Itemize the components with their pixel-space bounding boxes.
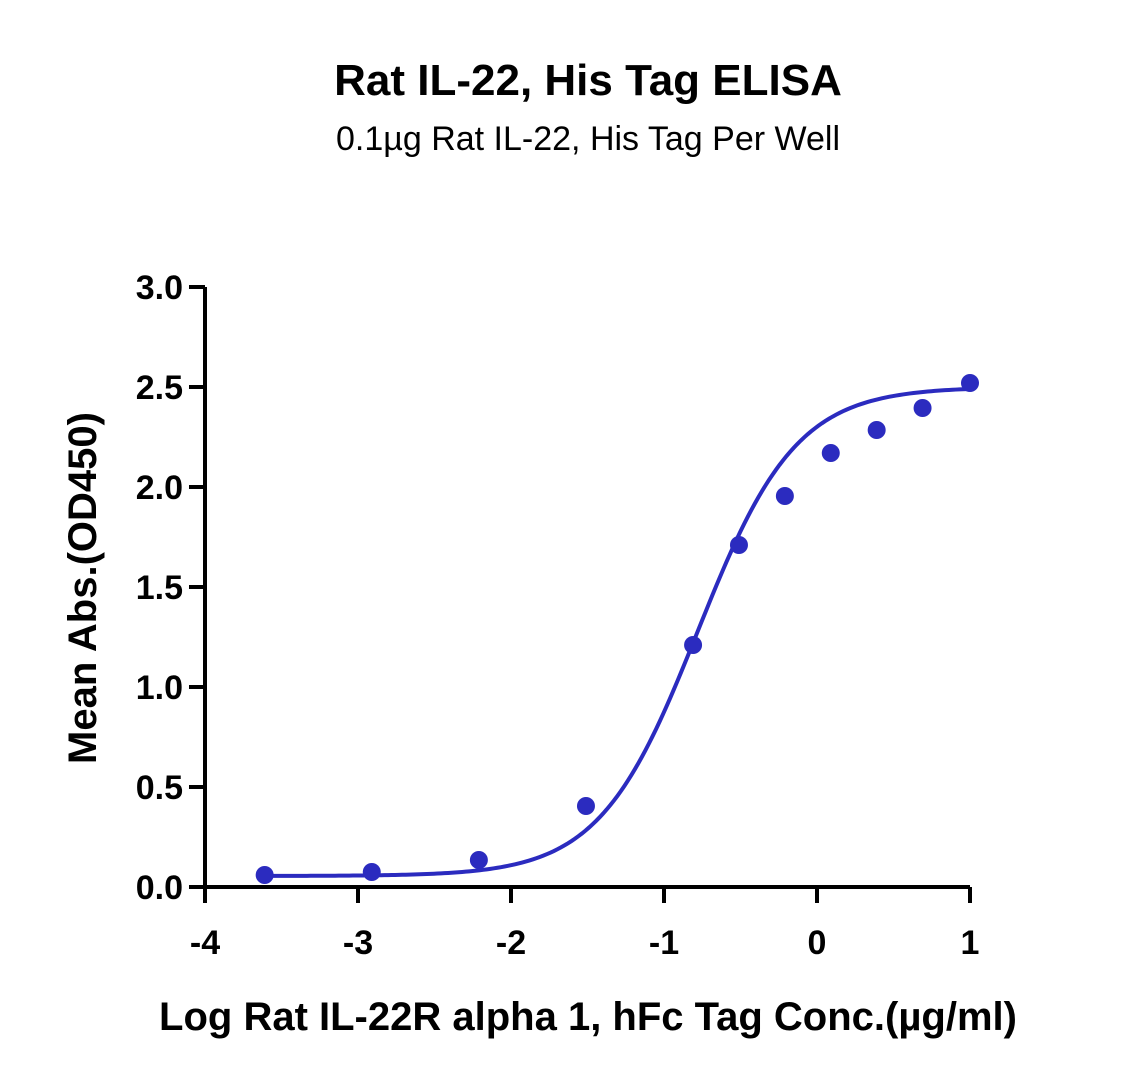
data-point xyxy=(576,797,595,815)
y-tick-label: 1.5 xyxy=(136,569,183,607)
data-point xyxy=(729,536,748,554)
x-tick-label: -3 xyxy=(343,924,373,962)
data-point xyxy=(775,487,794,505)
chart-subtitle: 0.1µg Rat IL-22, His Tag Per Well xyxy=(336,120,840,158)
x-tick-label: -1 xyxy=(649,924,679,962)
y-tick-label: 1.0 xyxy=(136,669,183,707)
y-tick-label: 2.5 xyxy=(136,369,183,407)
x-axis-ticks: -4 -3 -2 -1 0 1 xyxy=(190,887,980,962)
data-point xyxy=(255,866,274,884)
y-tick-label: 3.0 xyxy=(136,269,183,307)
data-point xyxy=(362,863,381,881)
x-tick-label: 0 xyxy=(808,924,827,962)
data-points xyxy=(255,374,979,884)
y-axis-label: Mean Abs.(OD450) xyxy=(61,412,105,764)
y-axis-ticks: 0.0 0.5 1.0 1.5 2.0 2.5 3.0 xyxy=(136,269,205,907)
axes xyxy=(203,287,970,889)
x-axis-label: Log Rat IL-22R alpha 1, hFc Tag Conc.(µg… xyxy=(159,995,1017,1039)
chart-title: Rat IL-22, His Tag ELISA xyxy=(334,56,842,105)
data-point xyxy=(961,374,979,392)
x-tick-label: -4 xyxy=(190,924,220,962)
y-tick-label: 0.0 xyxy=(136,869,183,907)
x-tick-label: 1 xyxy=(961,924,980,962)
fit-curve xyxy=(264,386,971,878)
y-tick-label: 0.5 xyxy=(136,769,183,807)
data-point xyxy=(913,399,932,417)
data-point xyxy=(821,444,840,462)
data-point xyxy=(867,421,886,439)
data-point xyxy=(684,636,703,654)
y-tick-label: 2.0 xyxy=(136,469,183,507)
x-tick-label: -2 xyxy=(496,924,526,962)
data-point xyxy=(469,851,488,869)
